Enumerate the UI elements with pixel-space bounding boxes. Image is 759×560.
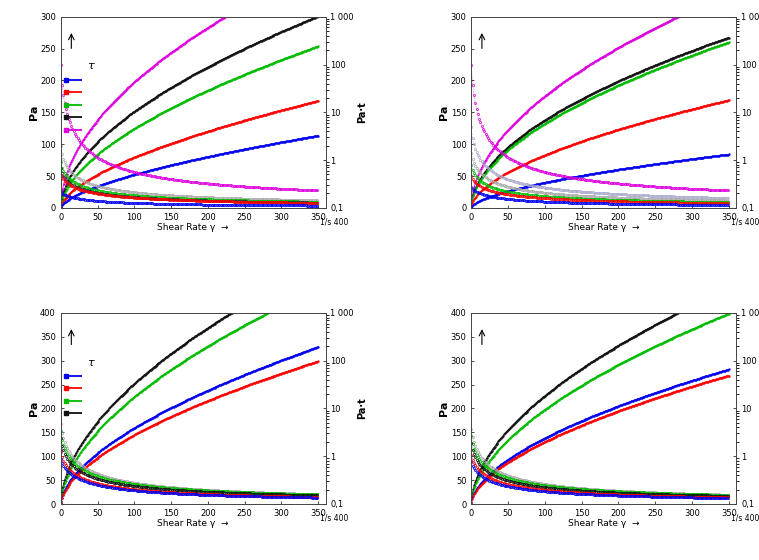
Y-axis label: Pa·t: Pa·t (357, 398, 367, 419)
Y-axis label: Pa: Pa (29, 401, 39, 416)
X-axis label: Shear Rate γ  →: Shear Rate γ → (157, 223, 229, 232)
Text: $\tau$: $\tau$ (87, 62, 96, 72)
Text: 1/s 400: 1/s 400 (731, 217, 759, 226)
Text: $\tau$: $\tau$ (87, 358, 96, 367)
Y-axis label: Pa: Pa (29, 105, 39, 120)
X-axis label: Shear Rate γ  →: Shear Rate γ → (568, 223, 640, 232)
Y-axis label: Pa: Pa (439, 105, 449, 120)
Y-axis label: Pa: Pa (439, 401, 449, 416)
X-axis label: Shear Rate γ  →: Shear Rate γ → (568, 519, 640, 528)
Y-axis label: Pa·t: Pa·t (357, 101, 367, 123)
Text: 1/s 400: 1/s 400 (731, 514, 759, 522)
Text: 1/s 400: 1/s 400 (320, 217, 349, 226)
X-axis label: Shear Rate γ  →: Shear Rate γ → (157, 519, 229, 528)
Text: 1/s 400: 1/s 400 (320, 514, 349, 522)
